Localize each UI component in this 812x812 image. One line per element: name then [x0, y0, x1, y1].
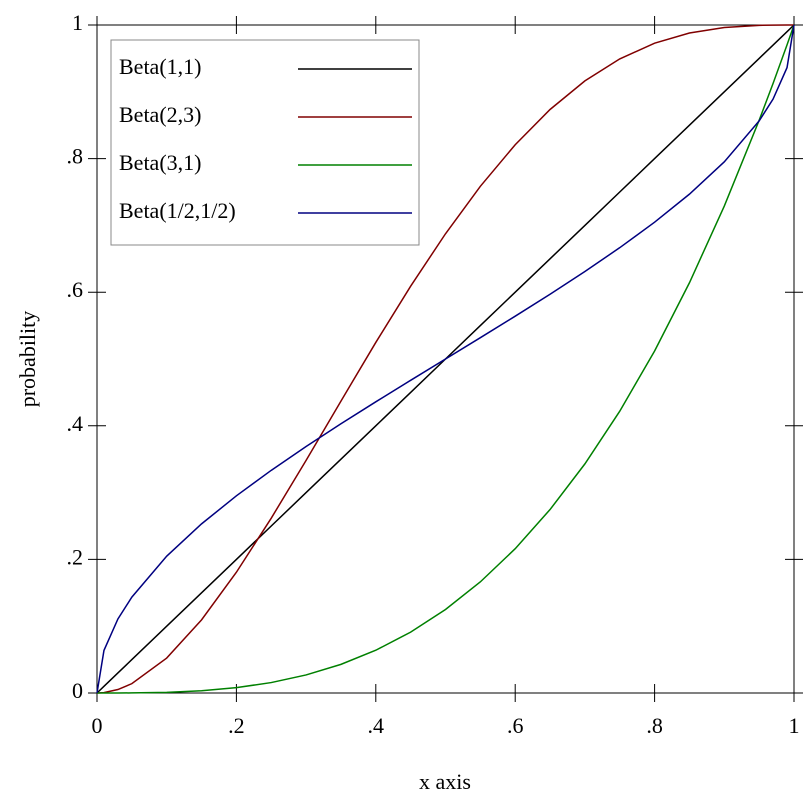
x-tick-label: .2: [228, 713, 245, 738]
y-tick-label: 1: [72, 10, 83, 35]
x-tick-label: .8: [646, 713, 663, 738]
x-tick-label: 0: [92, 713, 103, 738]
y-tick-label: .6: [67, 277, 84, 302]
series-line: [96, 24, 794, 694]
y-tick-label: .8: [67, 144, 84, 169]
x-tick-label: .6: [507, 713, 524, 738]
legend-label: Beta(1/2,1/2): [119, 198, 236, 223]
y-tick-label: 0: [72, 678, 83, 703]
legend-label: Beta(3,1): [119, 150, 201, 175]
x-tick-label: .4: [368, 713, 385, 738]
y-tick-label: .2: [67, 544, 84, 569]
x-tick-label: 1: [789, 713, 800, 738]
series-line: [97, 24, 795, 694]
x-axis-label: x axis: [419, 769, 471, 794]
y-tick-label: .4: [67, 411, 84, 436]
y-axis-label: probability: [15, 311, 40, 408]
legend-box: [110, 39, 420, 246]
legend-label: Beta(1,1): [119, 54, 201, 79]
series-line: [96, 24, 795, 694]
plot-frame: [96, 24, 795, 694]
legend-label: Beta(2,3): [119, 102, 201, 127]
